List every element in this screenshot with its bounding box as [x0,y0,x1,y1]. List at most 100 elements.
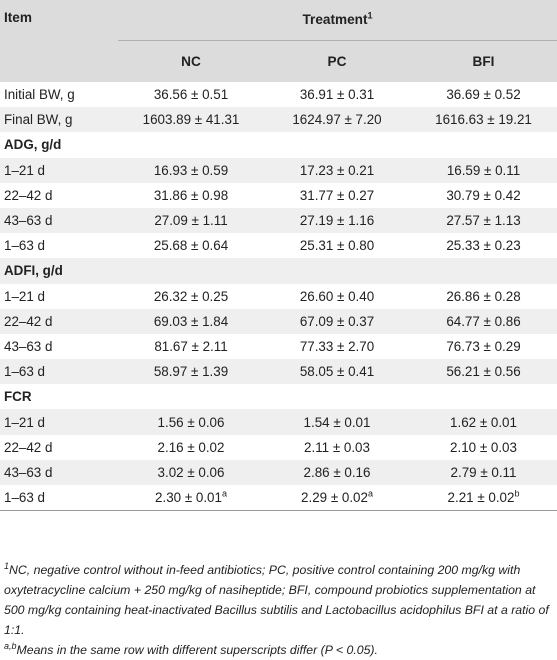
section-row: ADG, g/d [0,132,557,157]
table-footnotes: 1NC, negative control without in-feed an… [0,560,557,660]
row-label: 22–42 d [4,313,53,329]
table-row: 1–21 d 16.93 ± 0.59 17.23 ± 0.21 16.59 ± 0.… [0,157,557,183]
value-cell: 2.79 ± 0.11 [410,460,557,485]
cell-value: 2.16 ± 0.02 [157,439,225,455]
treatment-header: Treatment1 [118,0,557,41]
cell-value: 1.54 ± 0.01 [303,414,371,430]
row-label: 43–63 d [4,338,53,354]
value-cell: 25.68 ± 0.64 [118,233,264,258]
row-label: 1–21 d [4,414,45,430]
section-row: ADFI, g/d [0,258,557,284]
cell-value: 2.10 ± 0.03 [450,439,517,455]
value-cell: 56.21 ± 0.56 [410,359,557,384]
value-cell [264,132,410,157]
superscript-marker: a [367,488,373,499]
value-cell: 3.02 ± 0.06 [118,460,264,485]
section-label: ADG, g/d [4,137,62,153]
cell-value: 1.56 ± 0.06 [157,414,225,430]
cell-value: 16.93 ± 0.59 [153,162,229,178]
cell-value: 36.56 ± 0.51 [153,87,229,103]
cell-value: 25.33 ± 0.23 [446,238,521,254]
value-cell: 64.77 ± 0.86 [410,309,557,334]
cell-value: 26.32 ± 0.25 [153,288,229,304]
value-cell: 16.93 ± 0.59 [118,158,264,183]
value-cell [264,258,410,283]
cell-value: 27.57 ± 1.13 [446,213,521,229]
cell-value: 31.86 ± 0.98 [153,187,229,203]
cell-value: 1616.63 ± 19.21 [435,112,532,128]
table-row: 43–63 d 81.67 ± 2.11 77.33 ± 2.70 76.73 ± 0… [0,334,557,359]
row-label: 1–63 d [4,238,45,254]
table-row: 1–63 d 58.97 ± 1.39 58.05 ± 0.41 56.21 ± 0.… [0,359,557,385]
value-cell: 17.23 ± 0.21 [264,158,410,183]
value-cell: 67.09 ± 0.37 [264,309,410,334]
row-label: 1–21 d [4,162,45,178]
row-label: 43–63 d [4,213,53,229]
cell-value: 81.67 ± 2.11 [154,338,228,354]
section-row: FCR [0,384,557,409]
header-row-columns: NC PC BFI [0,40,557,82]
cell-value: 1603.89 ± 41.31 [142,112,240,128]
cell-value: 76.73 ± 0.29 [446,338,521,354]
row-label: Initial BW, g [4,87,75,103]
cell-value: 69.03 ± 1.84 [153,313,229,329]
value-cell: 26.32 ± 0.25 [118,284,264,309]
header-row-top: Item Treatment1 [0,0,557,41]
cell-value: 77.33 ± 2.70 [299,338,375,354]
value-cell: 1616.63 ± 19.21 [410,107,557,132]
value-cell: 25.31 ± 0.80 [264,233,410,258]
cell-value: 36.69 ± 0.52 [446,87,521,103]
value-cell: 2.11 ± 0.03 [264,435,410,460]
item-header: Item [4,10,32,25]
value-cell: 2.86 ± 0.16 [264,460,410,485]
superscript-marker: b [514,488,520,499]
value-cell [118,132,264,157]
cell-value: 1.62 ± 0.01 [450,414,517,430]
value-cell [264,384,410,409]
value-cell: 2.10 ± 0.03 [410,435,557,460]
cell-value: 2.30 ± 0.01 [155,489,222,505]
column-header-nc: NC [181,53,201,69]
cell-value: 2.21 ± 0.02 [447,489,515,505]
value-cell: 36.69 ± 0.52 [410,82,557,107]
table-row: 22–42 d 31.86 ± 0.98 31.77 ± 0.27 30.79 ± 0… [0,183,557,208]
cell-value: 27.09 ± 1.11 [154,213,228,229]
value-cell: 81.67 ± 2.11 [118,334,264,359]
footnote-1: 1NC, negative control without in-feed an… [4,560,549,637]
cell-value: 27.19 ± 1.16 [299,213,375,229]
value-cell: 2.21 ± 0.02b [410,485,557,511]
value-cell: 69.03 ± 1.84 [118,309,264,334]
value-cell: 1.56 ± 0.06 [118,409,264,434]
cell-value: 26.86 ± 0.28 [446,288,521,304]
value-cell [118,384,264,409]
table-row: 43–63 d 27.09 ± 1.11 27.19 ± 1.16 27.57 ± 1… [0,207,557,234]
cell-value: 25.68 ± 0.64 [153,238,229,254]
treatment-footnote-marker: 1 [367,10,373,21]
growth-performance-table: Item Treatment1 NC PC BFI Initial BW, g 3… [0,0,557,511]
cell-value: 58.05 ± 0.41 [299,364,375,380]
table-row: 1–63 d 25.68 ± 0.64 25.31 ± 0.80 25.33 ± 0.… [0,233,557,258]
value-cell: 2.29 ± 0.02a [264,485,410,511]
row-label: 1–21 d [4,288,45,304]
cell-value: 58.97 ± 1.39 [153,364,229,380]
cell-value: 56.21 ± 0.56 [446,364,521,380]
table-row: 1–63 d 2.30 ± 0.01a 2.29 ± 0.02a 2.21 ± 0.0… [0,485,557,511]
value-cell: 36.91 ± 0.31 [264,82,410,107]
value-cell: 1624.97 ± 7.20 [264,107,410,132]
value-cell [118,258,264,283]
column-header-pc: PC [327,53,347,69]
row-label: 1–63 d [0,485,118,511]
row-label: Final BW, g [4,112,73,128]
table-row: 1–21 d 26.32 ± 0.25 26.60 ± 0.40 26.86 ± 0.… [0,284,557,309]
value-cell: 16.59 ± 0.11 [410,158,557,183]
cell-value: 30.79 ± 0.42 [446,187,521,203]
cell-value: 17.23 ± 0.21 [299,162,375,178]
table-row: 22–42 d 69.03 ± 1.84 67.09 ± 0.37 64.77 ± 0… [0,308,557,334]
cell-value: 2.29 ± 0.02 [301,489,368,505]
value-cell [410,258,557,283]
cell-value: 2.79 ± 0.11 [450,464,517,480]
table-row: Final BW, g 1603.89 ± 41.31 1624.97 ± 7.20… [0,107,557,133]
value-cell: 27.19 ± 1.16 [264,208,410,233]
value-cell: 31.86 ± 0.98 [118,183,264,208]
